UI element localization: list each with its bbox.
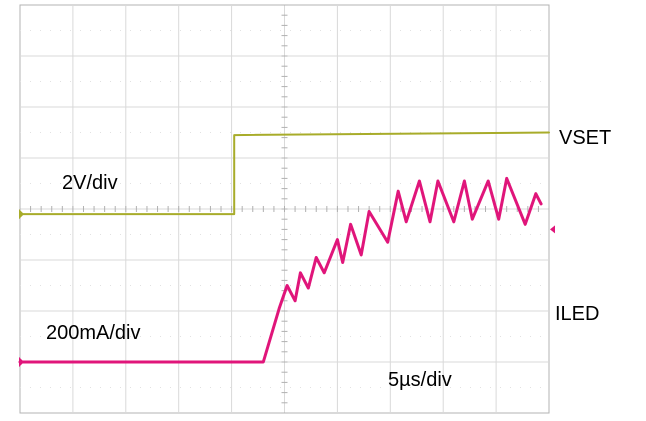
trace-vset [19,131,550,216]
vset-scale-label: 2V/div [62,172,118,194]
channel-marker-iled [19,357,24,367]
trace-iled [18,176,543,364]
iled-scale-label: 200mA/div [46,322,141,344]
trigger-level-marker [550,225,555,234]
channel-markers [19,209,555,367]
iled-series-label: ILED [555,303,600,325]
vset-series-label: VSET [559,127,612,149]
channel-marker-vset [19,209,24,220]
time-scale-label: 5µs/div [388,369,452,391]
traces [18,131,550,364]
